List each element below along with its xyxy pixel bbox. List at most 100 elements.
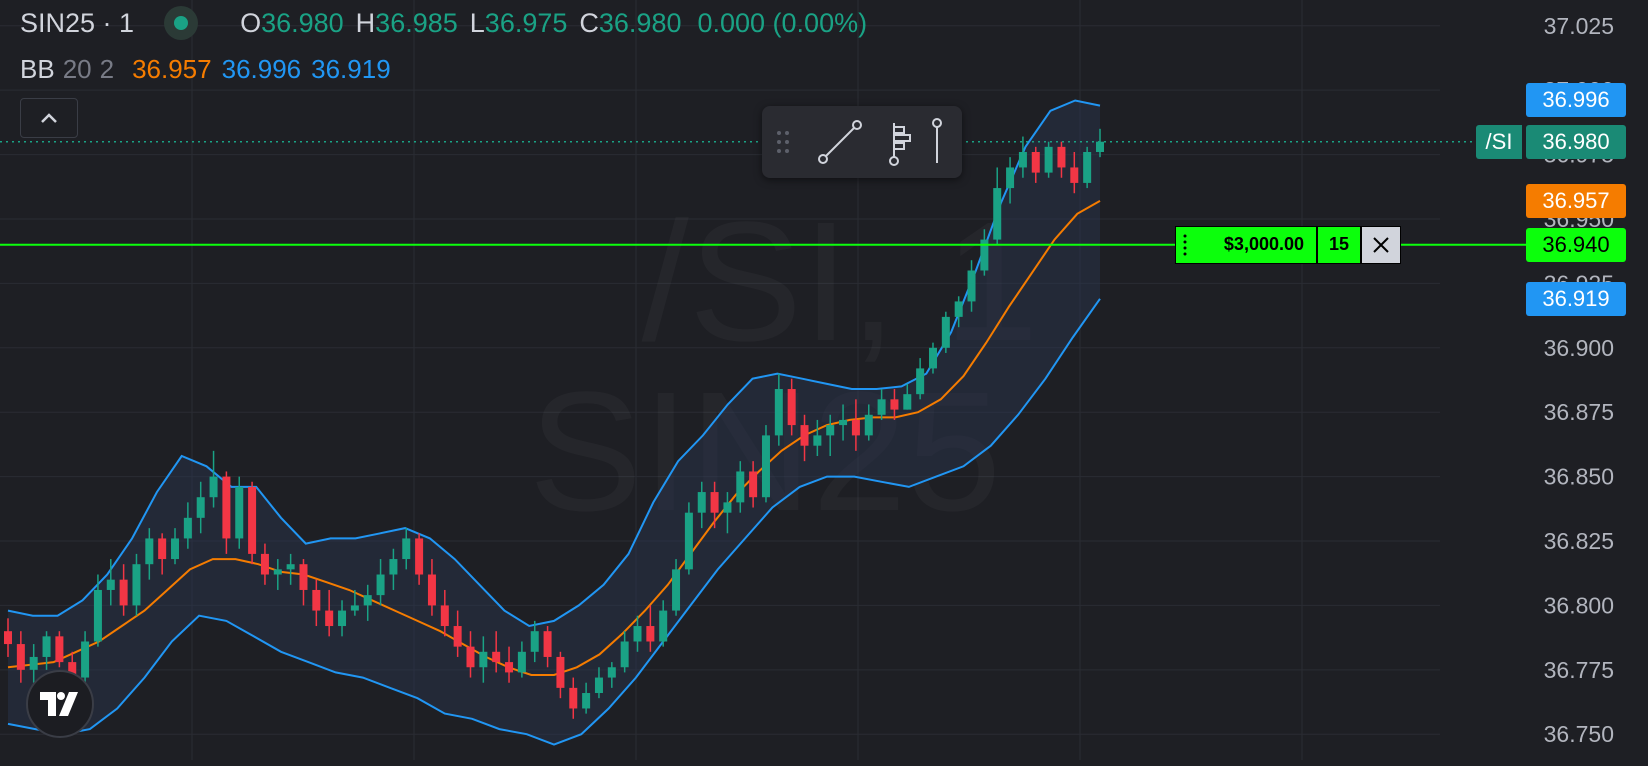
- candle-body: [235, 486, 244, 539]
- drag-handle-icon: [777, 131, 789, 153]
- candle-body: [1083, 152, 1092, 183]
- trend-line-icon: [818, 120, 862, 164]
- candle-body: [620, 641, 629, 668]
- open-value: 36.980: [261, 7, 344, 38]
- candle-body: [954, 301, 963, 317]
- price-tick-label: 36.750: [1544, 721, 1614, 747]
- order-amount-button[interactable]: $3,000.00: [1175, 225, 1317, 264]
- candle-body: [980, 239, 989, 271]
- drawing-toolbar[interactable]: [762, 106, 962, 178]
- high-label: H: [355, 7, 376, 38]
- bb-lower-value: 36.919: [311, 54, 391, 84]
- legend-ohlc-row: SIN25 · 1 O 36.980 H 36.985 L 36.975 C 36.98…: [20, 6, 867, 40]
- price-tick-label: 36.825: [1544, 528, 1614, 554]
- candle-body: [761, 435, 770, 498]
- chevron-up-icon: [41, 113, 57, 123]
- candle-body: [16, 644, 25, 670]
- candle-body: [222, 476, 231, 539]
- candle-body: [556, 656, 565, 688]
- candle-body: [389, 559, 398, 575]
- candle-body: [517, 651, 526, 673]
- bb-basis-line: [7, 200, 1101, 676]
- vertical-line-icon: [932, 118, 942, 163]
- toolbar-drag-handle[interactable]: [768, 106, 798, 178]
- candle-body: [363, 595, 372, 606]
- candle-body: [505, 662, 514, 673]
- candle-body: [1031, 152, 1040, 173]
- candle-body: [813, 435, 822, 446]
- candle-body: [594, 677, 603, 694]
- price-tick-label: 36.900: [1544, 335, 1614, 361]
- candle-body: [466, 646, 475, 668]
- symbol-title[interactable]: SIN25 · 1: [20, 7, 135, 38]
- candle-body: [569, 687, 578, 709]
- candle-body: [260, 553, 269, 575]
- candle-body: [29, 656, 38, 670]
- trend-line-tool[interactable]: [812, 106, 868, 178]
- candles: [4, 128, 1104, 719]
- flag-tool-icon: [889, 123, 911, 166]
- candle-body: [145, 538, 154, 565]
- candle-body: [402, 538, 411, 560]
- candle-body: [132, 564, 141, 606]
- candle-body: [171, 538, 180, 560]
- candle-body: [723, 502, 732, 513]
- candle-body: [183, 517, 192, 539]
- candle-body: [851, 419, 860, 436]
- candle-body: [967, 270, 976, 302]
- candle-body: [299, 564, 308, 590]
- candle-body: [710, 492, 719, 513]
- candle-body: [68, 662, 77, 678]
- order-label[interactable]: $3,000.00 15: [1175, 225, 1401, 264]
- vertical-line-tool[interactable]: [922, 106, 952, 178]
- bb-basis-value: 36.957: [132, 54, 212, 84]
- candle-body: [196, 497, 205, 518]
- candle-body: [427, 574, 436, 606]
- order-price-tag[interactable]: 36.940: [1526, 227, 1626, 262]
- bb-indicator-name: BB: [20, 54, 55, 84]
- candle-body: [4, 631, 12, 645]
- candle-body: [659, 610, 668, 642]
- candle-body: [774, 389, 783, 436]
- candle-body: [736, 471, 745, 503]
- price-scale[interactable]: 37.02537.00036.97536.95036.92536.90036.8…: [1544, 13, 1614, 747]
- candle-body: [839, 419, 848, 426]
- candle-body: [55, 636, 64, 663]
- status-dot-icon: [174, 16, 189, 30]
- candle-body: [607, 667, 616, 678]
- low-value: 36.975: [484, 7, 568, 38]
- candle-body: [338, 610, 347, 627]
- bb-lower-line: [7, 298, 1101, 746]
- long-position-tool[interactable]: [882, 106, 920, 178]
- bb-multiplier: 2: [99, 54, 115, 84]
- change-value: 0.000 (0.00%): [697, 7, 868, 38]
- cancel-order-button[interactable]: [1361, 225, 1401, 264]
- market-status-indicator[interactable]: [164, 6, 199, 40]
- price-tick-label: 37.025: [1544, 13, 1614, 39]
- candle-body: [749, 471, 758, 498]
- candle-body: [672, 569, 681, 611]
- legend-bb-row[interactable]: BB 20 2 36.957 36.996 36.919: [20, 54, 391, 85]
- close-value: 36.980: [598, 7, 682, 38]
- candle-body: [890, 399, 899, 410]
- candle-body: [1096, 141, 1104, 152]
- candle-body: [248, 486, 257, 554]
- low-label: L: [469, 7, 485, 38]
- candle-body: [864, 414, 873, 436]
- candle-body: [325, 610, 334, 627]
- price-tick-label: 36.875: [1544, 399, 1614, 425]
- candle-body: [633, 626, 642, 642]
- price-tick-label: 36.850: [1544, 464, 1614, 490]
- collapse-legend-button[interactable]: [20, 98, 78, 138]
- candle-body: [1044, 146, 1053, 173]
- candle-body: [684, 512, 693, 570]
- candle-body: [209, 476, 218, 498]
- bb-length: 20: [62, 54, 92, 84]
- order-amount: $3,000.00: [1223, 234, 1304, 255]
- order-quantity[interactable]: 15: [1317, 225, 1361, 264]
- candle-body: [916, 368, 925, 395]
- tradingview-logo[interactable]: [26, 670, 94, 738]
- candle-body: [312, 589, 321, 611]
- bb-basis-price-tag: 36.957: [1526, 183, 1626, 218]
- candle-body: [543, 631, 552, 657]
